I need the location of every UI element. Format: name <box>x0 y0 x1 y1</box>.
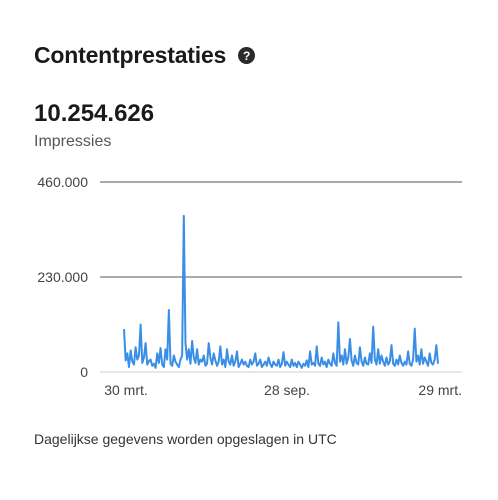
x-tick-label: 29 mrt. <box>418 382 462 398</box>
y-tick-label: 230.000 <box>37 269 88 285</box>
impressions-value: 10.254.626 <box>34 100 155 127</box>
x-tick-label: 30 mrt. <box>104 382 148 398</box>
title-row: Contentprestaties ? <box>34 42 256 69</box>
y-tick-label: 460.000 <box>37 174 88 190</box>
question-circle-icon[interactable]: ? <box>238 47 256 64</box>
page-title: Contentprestaties <box>34 42 227 68</box>
y-tick-label: 0 <box>80 364 88 380</box>
impressions-label: Impressies <box>34 133 112 150</box>
impressions-line-chart: 0 230.000 460.000 30 mrt. 28 sep. 29 mrt. <box>37 174 462 398</box>
footnote: Dagelijkse gegevens worden opgeslagen in… <box>34 431 337 447</box>
x-tick-label: 28 sep. <box>264 382 310 398</box>
series-line <box>123 214 439 369</box>
